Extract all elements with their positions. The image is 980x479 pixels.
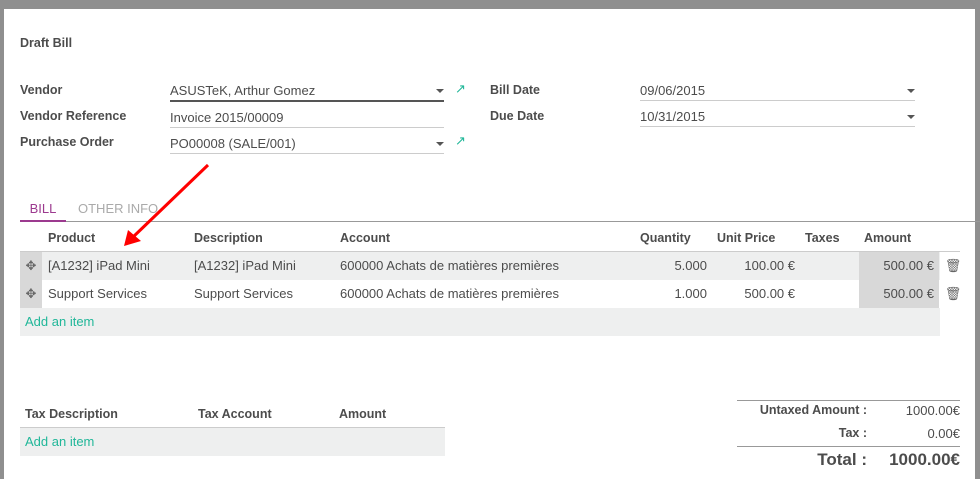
- table-row[interactable]: ✥ [A1232] iPad Mini [A1232] iPad Mini 60…: [20, 252, 963, 280]
- add-item-link[interactable]: Add an item: [25, 314, 95, 329]
- bill-date-field[interactable]: 09/06/2015: [640, 81, 915, 101]
- column-header-tax-amount[interactable]: Amount: [339, 407, 387, 421]
- column-header-unit-price[interactable]: Unit Price: [717, 231, 776, 245]
- total-value: 1000.00€: [889, 450, 960, 469]
- account-cell[interactable]: 600000 Achats de matières premières: [340, 258, 559, 273]
- chevron-down-icon[interactable]: [907, 115, 915, 119]
- tab-other-info[interactable]: OTHER INFO: [78, 201, 159, 216]
- drag-handle-icon[interactable]: ✥: [20, 252, 42, 280]
- chevron-down-icon[interactable]: [907, 89, 915, 93]
- due-date-value: 10/31/2015: [640, 109, 706, 124]
- description-cell[interactable]: [A1232] iPad Mini: [194, 258, 296, 273]
- product-cell[interactable]: [A1232] iPad Mini: [48, 258, 150, 273]
- column-header-taxes[interactable]: Taxes: [805, 231, 840, 245]
- tax-label: Tax :: [838, 426, 867, 440]
- chevron-down-icon[interactable]: [436, 142, 444, 146]
- external-link-icon[interactable]: ↗: [455, 133, 466, 148]
- vendor-reference-field[interactable]: Invoice 2015/00009: [170, 108, 444, 128]
- quantity-cell[interactable]: 1.000: [674, 286, 707, 301]
- column-header-description[interactable]: Description: [194, 231, 263, 245]
- unit-price-cell[interactable]: 100.00 €: [744, 258, 795, 273]
- amount-cell: 500.00 €: [859, 280, 939, 308]
- unit-price-cell[interactable]: 500.00 €: [744, 286, 795, 301]
- product-cell[interactable]: Support Services: [48, 286, 147, 301]
- amount-cell: 500.00 €: [859, 252, 939, 280]
- tax-add-item-link[interactable]: Add an item: [25, 434, 95, 449]
- purchase-order-value: PO00008 (SALE/001): [170, 136, 296, 151]
- drag-handle-icon[interactable]: ✥: [20, 280, 42, 308]
- column-header-product[interactable]: Product: [48, 231, 96, 245]
- totals-divider: [737, 446, 960, 447]
- bill-date-label: Bill Date: [490, 83, 541, 97]
- column-header-amount[interactable]: Amount: [864, 231, 912, 245]
- due-date-field[interactable]: 10/31/2015: [640, 107, 915, 127]
- quantity-cell[interactable]: 5.000: [674, 258, 707, 273]
- due-date-label: Due Date: [490, 109, 545, 123]
- purchase-order-field[interactable]: PO00008 (SALE/001): [170, 134, 444, 154]
- trash-icon[interactable]: 🗑: [943, 252, 963, 280]
- column-header-tax-account[interactable]: Tax Account: [198, 407, 272, 421]
- vendor-field[interactable]: ASUSTeK, Arthur Gomez: [170, 81, 444, 102]
- header-divider: [20, 251, 960, 252]
- vendor-reference-value: Invoice 2015/00009: [170, 110, 284, 125]
- tab-bill[interactable]: BILL: [20, 201, 66, 222]
- table-row[interactable]: ✥ Support Services Support Services 6000…: [20, 280, 961, 308]
- untaxed-amount-value: 1000.00€: [905, 403, 960, 418]
- chevron-down-icon[interactable]: [436, 89, 444, 93]
- tax-value: 0.00€: [927, 426, 960, 441]
- column-header-account[interactable]: Account: [340, 231, 390, 245]
- description-cell[interactable]: Support Services: [194, 286, 293, 301]
- vendor-reference-label: Vendor Reference: [20, 109, 127, 123]
- purchase-order-label: Purchase Order: [20, 135, 114, 149]
- tax-add-item-row: Add an item: [20, 427, 445, 456]
- add-item-row: Add an item: [20, 308, 940, 336]
- vendor-value: ASUSTeK, Arthur Gomez: [170, 83, 316, 98]
- bill-date-value: 09/06/2015: [640, 83, 706, 98]
- tabs-divider: [20, 221, 980, 222]
- page-title: Draft Bill: [20, 36, 73, 50]
- external-link-icon[interactable]: ↗: [455, 81, 466, 96]
- untaxed-amount-label: Untaxed Amount :: [759, 403, 867, 417]
- column-header-quantity[interactable]: Quantity: [640, 231, 691, 245]
- column-header-tax-description[interactable]: Tax Description: [25, 407, 118, 421]
- totals-divider: [737, 400, 960, 401]
- trash-icon[interactable]: 🗑: [944, 286, 962, 301]
- total-label: Total :: [817, 450, 867, 469]
- account-cell[interactable]: 600000 Achats de matières premières: [340, 286, 559, 301]
- vendor-label: Vendor: [20, 83, 63, 97]
